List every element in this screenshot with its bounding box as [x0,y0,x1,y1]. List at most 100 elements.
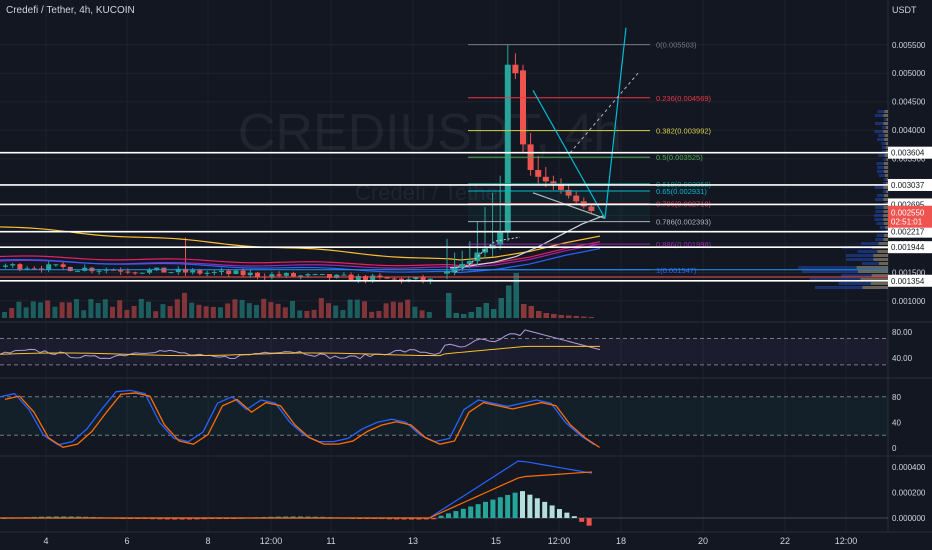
volume-profile-bar [877,138,888,141]
candle-body [420,277,426,282]
x-tick-label: 15 [491,536,501,546]
volume-bar [412,306,418,318]
macd-histogram-bar [53,516,59,518]
volume-bar [468,312,474,318]
volume-profile-bar [870,282,888,285]
candle-body [312,274,318,276]
volume-profile-bar [814,286,888,289]
volume-profile-bar [881,150,888,153]
price-level-tag [888,274,932,287]
fib-zone [468,191,650,222]
volume-profile-bar [883,222,888,225]
volume-profile-bar [879,226,888,229]
stoch-y-tick: 80 [892,393,901,402]
candle-body [10,264,16,266]
y-tick-label: 0.001000 [892,297,926,306]
price-level-tag [888,225,932,238]
candle-body [17,264,23,270]
fib-level-label: 0(0.005503) [656,41,697,50]
x-tick-label: 13 [408,536,418,546]
macd-histogram-bar [557,509,562,518]
candle-body [269,274,275,278]
volume-bar [318,298,324,318]
last-price-tag [888,205,932,228]
macd-y-tick: 0.000400 [892,463,926,472]
macd-histogram-bar [283,516,289,518]
volume-bar [340,310,346,318]
volume-bar [581,316,587,318]
macd-histogram-bar [520,491,525,518]
volume-profile-bar [883,214,888,217]
candle-body [132,272,138,274]
macd-pane[interactable] [0,460,888,526]
price-pane[interactable]: 0(0.005503) 0.236(0.004569) 0.382(0.003992… [0,27,888,318]
volume-bar [383,303,389,318]
candle-body [118,270,124,272]
volume-profile-bar [877,194,888,197]
volume-profile-bar [884,194,888,197]
candle-body [139,272,145,274]
candle-body [96,270,102,272]
volume-profile-bar [884,174,888,177]
candle-body [226,270,232,274]
candle-body [67,266,73,272]
last-price-label: 0.002550 [891,209,925,218]
volume-profile-bar [884,110,888,113]
stoch-k-line [0,389,595,446]
volume-profile-bar [874,122,888,125]
volume-profile-bar [878,134,888,137]
volume-profile-bar [883,218,888,221]
volume-bar [261,298,267,318]
macd-histogram-bar [268,516,274,518]
volume-bar [167,306,173,318]
volume-bar [390,301,396,318]
volume-bar [476,307,482,318]
macd-histogram-bar [483,501,488,518]
volume-bar [446,293,452,318]
volume-bar [196,304,202,318]
volume-bar [138,298,144,318]
y-tick-label: 0.001500 [892,268,926,277]
y-tick-label: 0.004500 [892,98,926,107]
stoch-d-line [4,392,600,449]
volume-profile-bar [871,274,888,277]
candle-body [377,275,383,278]
volume-bar [453,313,459,318]
candle-body [211,271,217,273]
ema-line [449,214,605,269]
volume-bar [426,311,432,318]
stoch-rsi-pane[interactable] [0,389,888,449]
trend-line-upper [532,90,606,219]
volume-profile-bar [886,178,888,181]
rsi-pane[interactable] [0,329,888,366]
x-tick-label: 22 [780,536,790,546]
macd-histogram-bar [275,516,281,518]
candle-body [283,273,289,276]
stoch-y-tick: 0 [892,444,897,453]
candle-body [298,275,304,277]
candle-body [327,274,332,278]
volume-profile-bar [885,226,888,229]
volume-profile-bar [875,198,888,201]
volume-bar [95,302,101,318]
volume-bar [290,300,295,318]
volume-profile-bar [884,134,888,137]
candle-body [413,277,419,280]
rsi-ma-line [0,345,600,357]
volume-bar [225,303,231,318]
candle-body [512,64,519,74]
candle-body [147,269,152,273]
candle-body [219,270,224,272]
volume-profile-bar [883,114,888,117]
fib-level-label: 0.786(0.002393) [656,218,712,227]
candle-body [154,267,160,270]
volume-profile-bar [886,118,888,121]
macd-y-tick: 0.000000 [892,514,926,523]
volume-bar [9,307,15,318]
volume-bar [282,307,288,318]
volume-profile-bar [875,238,888,241]
volume-profile-bar [809,278,888,281]
candle-body [391,278,397,280]
